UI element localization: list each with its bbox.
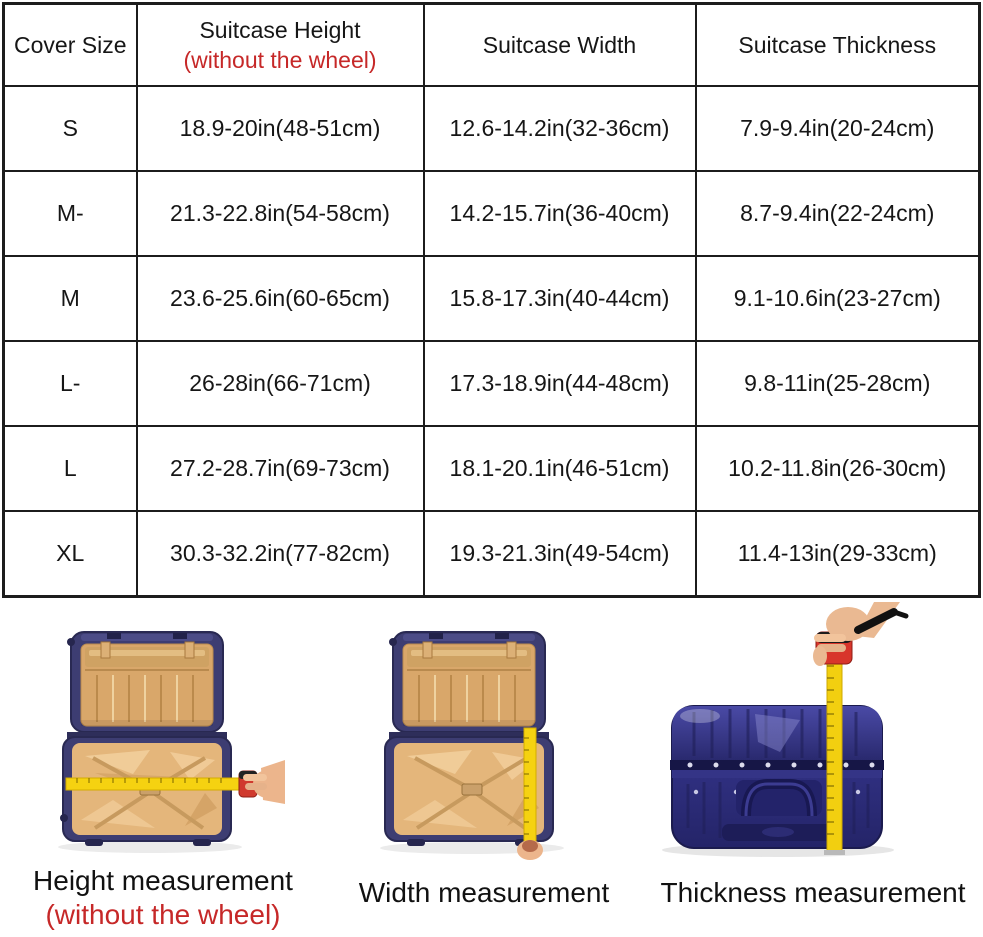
cell-height: 30.3-32.2in(77-82cm)	[135, 510, 425, 598]
header-suitcase-height: Suitcase Height (without the wheel)	[135, 2, 425, 87]
cell-width: 19.3-21.3in(49-54cm)	[422, 510, 697, 598]
table-row: XL 30.3-32.2in(77-82cm) 19.3-21.3in(49-5…	[2, 510, 981, 598]
cell-width: 18.1-20.1in(46-51cm)	[422, 425, 697, 512]
suitcase-base	[384, 736, 554, 846]
cell-size: M	[2, 255, 138, 342]
open-suitcase-horizontal-tape-illustration	[58, 631, 285, 853]
cell-thickness: 11.4-13in(29-33cm)	[694, 510, 981, 598]
thickness-measurement-caption: Thickness measurement	[653, 876, 973, 910]
closed-suitcase-body	[670, 705, 884, 849]
header-sublabel-red: (without the wheel)	[183, 47, 377, 73]
cell-size: S	[2, 85, 138, 172]
caption-line: Width measurement	[358, 877, 610, 908]
table-row: M 23.6-25.6in(60-65cm) 15.8-17.3in(40-44…	[2, 255, 981, 342]
suitcase-hinge	[389, 732, 549, 739]
cell-thickness: 8.7-9.4in(22-24cm)	[694, 170, 981, 257]
open-suitcase-vertical-tape-illustration	[380, 631, 564, 860]
cell-thickness: 9.1-10.6in(23-27cm)	[694, 255, 981, 342]
table-row: L 27.2-28.7in(69-73cm) 18.1-20.1in(46-51…	[2, 425, 981, 512]
cell-height: 26-28in(66-71cm)	[135, 340, 425, 427]
suitcase-base	[60, 736, 232, 846]
size-chart-table: Cover Size Suitcase Height (without the …	[2, 2, 981, 598]
cell-size: M-	[2, 170, 138, 257]
cell-height: 27.2-28.7in(69-73cm)	[135, 425, 425, 512]
cell-height: 18.9-20in(48-51cm)	[135, 85, 425, 172]
height-measurement-caption: Height measurement (without the wheel)	[18, 864, 308, 932]
table-row: S 18.9-20in(48-51cm) 12.6-14.2in(32-36cm…	[2, 85, 981, 172]
hand	[517, 840, 543, 860]
cell-height: 23.6-25.6in(60-65cm)	[135, 255, 425, 342]
closed-suitcase-illustration	[662, 602, 909, 857]
cell-width: 17.3-18.9in(44-48cm)	[422, 340, 697, 427]
table-header-row: Cover Size Suitcase Height (without the …	[2, 2, 981, 87]
tape-strap	[854, 608, 898, 634]
cell-width: 15.8-17.3in(40-44cm)	[422, 255, 697, 342]
width-measurement-photo	[372, 628, 572, 860]
header-cover-size: Cover Size	[2, 2, 138, 87]
table-row: M- 21.3-22.8in(54-58cm) 14.2-15.7in(36-4…	[2, 170, 981, 257]
header-label: Suitcase Height	[199, 16, 361, 43]
hand	[813, 602, 909, 666]
suitcase-lid	[67, 631, 224, 733]
cell-width: 12.6-14.2in(32-36cm)	[422, 85, 697, 172]
cell-size: L-	[2, 340, 138, 427]
cell-width: 14.2-15.7in(36-40cm)	[422, 170, 697, 257]
caption-line-red: (without the wheel)	[45, 899, 281, 931]
cell-height: 21.3-22.8in(54-58cm)	[135, 170, 425, 257]
header-suitcase-width: Suitcase Width	[422, 2, 697, 87]
thickness-measurement-photo	[660, 602, 920, 858]
cell-thickness: 7.9-9.4in(20-24cm)	[694, 85, 981, 172]
cell-thickness: 9.8-11in(25-28cm)	[694, 340, 981, 427]
cell-size: L	[2, 425, 138, 512]
hand	[243, 760, 285, 804]
measuring-tape	[523, 727, 537, 847]
suitcase-handle	[736, 779, 822, 817]
header-suitcase-thickness: Suitcase Thickness	[694, 2, 981, 87]
header-label: Suitcase Width	[482, 31, 637, 58]
header-label: Suitcase Thickness	[738, 31, 937, 58]
header-label: Cover Size	[14, 31, 127, 58]
cell-size: XL	[2, 510, 138, 598]
cell-thickness: 10.2-11.8in(26-30cm)	[694, 425, 981, 512]
height-measurement-photo	[55, 628, 285, 856]
table-row: L- 26-28in(66-71cm) 17.3-18.9in(44-48cm)…	[2, 340, 981, 427]
caption-line: Thickness measurement	[660, 877, 966, 908]
suitcase-hinge	[67, 732, 227, 739]
suitcase-lid	[389, 631, 546, 733]
caption-line: Height measurement	[33, 865, 293, 896]
width-measurement-caption: Width measurement	[344, 876, 624, 910]
